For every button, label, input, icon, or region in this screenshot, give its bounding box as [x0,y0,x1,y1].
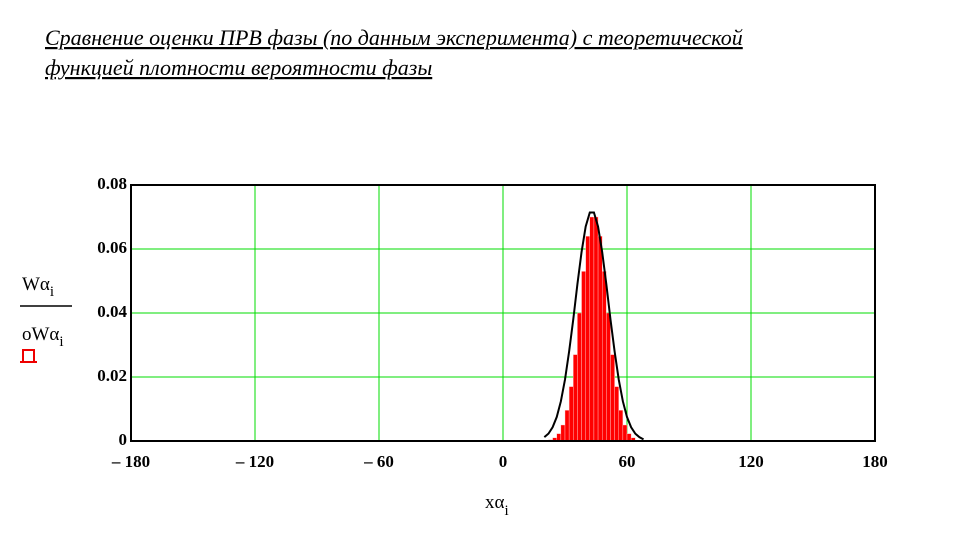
histogram-bar [610,354,615,442]
histogram-bar [568,386,574,442]
histogram-bar [556,433,562,442]
x-tick-label: 120 [738,452,764,471]
density-line [543,211,645,441]
y-label-text: Wα [22,274,50,295]
histogram-bar [618,410,624,442]
trace-marker [20,349,37,363]
y-tick-label: 0.08 [97,174,127,193]
x-tick-label: – 180 [111,452,150,471]
y-label-sub: i [50,284,54,300]
y-tick-label: 0.06 [97,238,127,257]
x-tick-label: – 120 [235,452,274,471]
x-label: xαi [485,492,509,519]
x-tick-label: 180 [862,452,888,471]
histogram-bar [585,235,591,442]
histogram-bar [560,424,566,442]
histogram-bar [626,433,632,442]
x-tick-label: 60 [619,452,636,471]
y-label-sub: i [59,334,63,350]
x-tick-label: – 60 [363,452,394,471]
histogram-bar [573,354,578,442]
histogram-bar [606,312,611,442]
x-tick-label: 0 [499,452,508,471]
histogram-bar [589,216,595,442]
histogram-bar [602,271,607,442]
x-label-sub: i [504,503,508,519]
y-tick-label: 0.04 [97,302,127,321]
histogram-bar [581,271,586,442]
histogram-bar [597,235,603,442]
y-tick-label: 0.02 [97,366,127,385]
x-label-text: xα [485,492,505,513]
histogram-bar [593,216,599,442]
histogram-bar [614,386,619,442]
histogram-bar [564,410,570,442]
histogram-bar [622,424,628,442]
y-label-text: oWα [22,324,59,345]
y-label: Wαi [22,274,54,300]
chart-title: Сравнение оценки ПРВ фазы (по данным экс… [45,25,743,50]
chart-title: функцией плотности вероятности фазы [45,55,432,80]
y-tick-label: 0 [119,430,128,449]
y-label: oWαi [22,324,64,350]
histogram-bar [577,312,582,442]
plot-frame [130,184,876,442]
